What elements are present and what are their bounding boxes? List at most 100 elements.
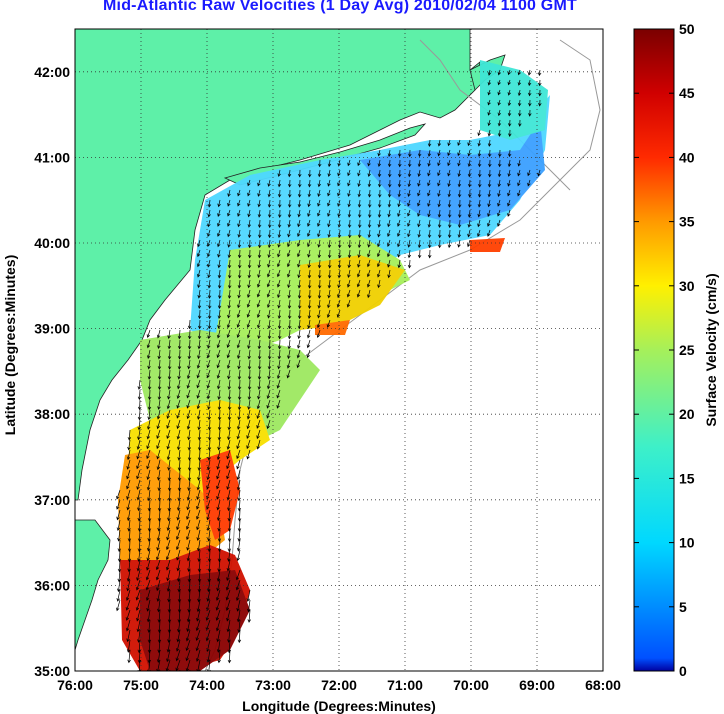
- velocity-arrow: [327, 259, 332, 269]
- velocity-arrow: [257, 319, 261, 329]
- velocity-arrow: [205, 609, 211, 621]
- velocity-arrow: [347, 269, 351, 279]
- velocity-arrow: [216, 499, 221, 511]
- velocity-arrow: [227, 279, 232, 289]
- velocity-arrow: [377, 199, 382, 208]
- velocity-arrow: [487, 149, 492, 158]
- velocity-arrow: [237, 529, 241, 542]
- velocity-arrow: [156, 649, 161, 663]
- velocity-arrow: [407, 229, 411, 238]
- velocity-arrow: [358, 219, 362, 229]
- velocity-arrow: [236, 549, 241, 562]
- velocity-arrow: [147, 529, 151, 542]
- velocity-arrow: [477, 149, 482, 157]
- velocity-arrow: [176, 509, 181, 521]
- velocity-arrow: [467, 209, 472, 218]
- velocity-arrow: [437, 219, 442, 229]
- velocity-arrow: [447, 149, 451, 157]
- velocity-arrow: [287, 329, 292, 340]
- velocity-arrow: [397, 219, 401, 227]
- velocity-arrow: [477, 209, 481, 218]
- velocity-arrow: [287, 219, 291, 228]
- velocity-arrow: [226, 439, 231, 450]
- velocity-arrow: [387, 159, 392, 168]
- velocity-vectors: [116, 69, 542, 671]
- velocity-arrow: [356, 269, 361, 278]
- velocity-arrow: [267, 359, 272, 370]
- velocity-arrow: [287, 179, 292, 188]
- velocity-arrow: [306, 329, 311, 339]
- velocity-arrow: [197, 429, 202, 441]
- velocity-arrow: [147, 399, 152, 411]
- velocity-arrow: [166, 649, 171, 663]
- velocity-arrow: [267, 259, 271, 268]
- velocity-arrow: [157, 479, 161, 492]
- x-tick-label: 72:00: [321, 677, 357, 693]
- velocity-arrow: [457, 219, 462, 228]
- velocity-arrow: [237, 259, 242, 269]
- velocity-arrow: [137, 499, 141, 512]
- velocity-arrow: [507, 199, 511, 207]
- velocity-arrow: [207, 529, 211, 542]
- velocity-arrow: [177, 459, 182, 472]
- velocity-arrow: [166, 399, 171, 410]
- velocity-arrow: [247, 339, 251, 350]
- x-tick-label: 68:00: [585, 677, 621, 693]
- velocity-arrow: [517, 99, 522, 107]
- velocity-arrow: [206, 389, 211, 400]
- velocity-arrow: [277, 209, 282, 218]
- velocity-arrow: [176, 549, 181, 561]
- velocity-arrow: [317, 259, 322, 269]
- velocity-arrow: [326, 309, 331, 318]
- velocity-arrow: [127, 529, 132, 542]
- colorbar: [633, 28, 675, 672]
- velocity-arrow: [297, 279, 302, 289]
- velocity-arrow: [298, 179, 302, 188]
- velocity-arrow: [517, 79, 522, 86]
- velocity-arrow: [236, 419, 241, 430]
- velocity-arrow: [217, 249, 221, 258]
- velocity-arrow: [247, 199, 251, 207]
- velocity-arrow: [225, 579, 231, 591]
- velocity-arrow: [126, 469, 131, 480]
- velocity-arrow: [227, 289, 232, 299]
- velocity-arrow: [447, 159, 451, 167]
- velocity-arrow: [487, 199, 491, 208]
- velocity-arrow: [307, 209, 311, 217]
- velocity-arrow: [236, 339, 241, 349]
- velocity-arrow: [417, 199, 421, 207]
- velocity-arrow: [226, 479, 231, 490]
- velocity-arrow: [226, 459, 231, 470]
- velocity-arrow: [237, 389, 242, 401]
- velocity-arrow: [366, 269, 371, 278]
- velocity-arrow: [257, 389, 261, 400]
- velocity-arrow: [527, 79, 532, 87]
- velocity-arrow: [197, 309, 202, 320]
- velocity-arrow: [227, 189, 231, 197]
- velocity-arrow: [417, 249, 422, 259]
- velocity-arrow: [257, 369, 262, 380]
- velocity-arrow: [377, 219, 381, 228]
- velocity-arrow: [307, 229, 311, 237]
- velocity-arrow: [488, 169, 492, 178]
- velocity-arrow: [307, 249, 311, 258]
- velocity-arrow: [367, 159, 371, 167]
- velocity-arrow: [507, 189, 511, 197]
- velocity-arrow: [117, 559, 122, 573]
- velocity-arrow: [169, 669, 171, 671]
- velocity-arrow: [217, 539, 222, 553]
- velocity-arrow: [307, 189, 312, 198]
- velocity-arrow: [427, 229, 432, 239]
- velocity-arrow: [487, 89, 491, 96]
- velocity-arrow: [157, 389, 162, 401]
- velocity-arrow: [317, 229, 321, 238]
- velocity-arrow: [337, 199, 341, 207]
- velocity-arrow: [216, 459, 221, 470]
- velocity-arrow: [267, 229, 272, 239]
- velocity-arrow: [507, 69, 511, 76]
- colorbar-tick-label: 30: [679, 278, 695, 294]
- velocity-arrow: [217, 229, 221, 237]
- velocity-arrow: [207, 569, 211, 583]
- velocity-arrow: [146, 479, 151, 491]
- velocity-arrow: [156, 589, 161, 602]
